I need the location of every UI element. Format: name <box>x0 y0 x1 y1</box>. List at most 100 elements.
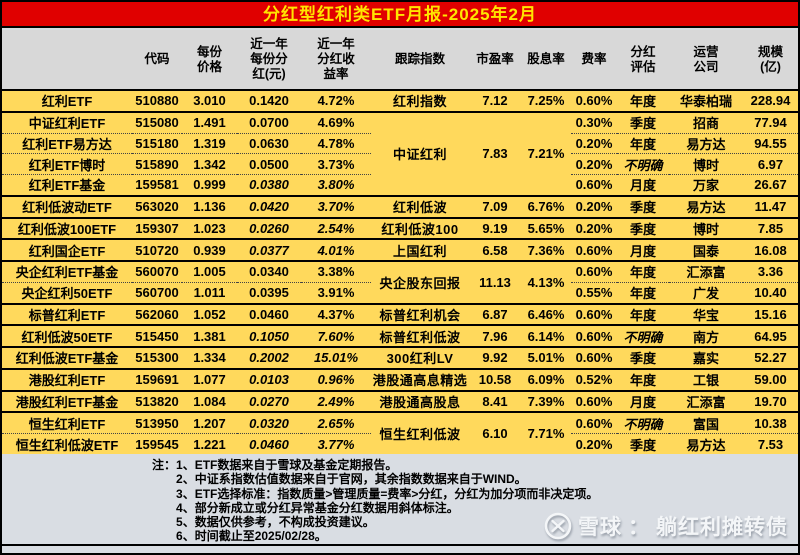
pe-ratio-cell: 9.19 <box>469 216 521 240</box>
scale-cell: 94.55 <box>743 132 798 154</box>
fee-cell: 0.60% <box>575 93 613 109</box>
company-cell: 博时 <box>669 153 743 175</box>
price-cell: 1.011 <box>182 281 237 304</box>
dividend-yield-cell: 5.01% <box>521 346 571 369</box>
fee-cell: 0.60% <box>571 411 617 434</box>
fee-cell: 0.20% <box>571 153 617 175</box>
code-cell: 560700 <box>132 281 182 304</box>
fee-cell: 0.60% <box>571 324 617 348</box>
price-cell: 3.010 <box>193 93 226 109</box>
col-header-11: 规模 (亿) <box>743 30 798 91</box>
col-header-8: 费率 <box>571 30 617 91</box>
col-header-0 <box>2 30 132 91</box>
etf-name-cell: 红利ETF博时 <box>2 153 132 175</box>
fee-cell: 0.52% <box>571 367 617 391</box>
note-line: 2、中证系指数估值数据来自于官网，其余指数数据来自于WIND。 <box>176 472 527 487</box>
price-cell: 1.381 <box>182 324 237 348</box>
yield-cell: 3.70% <box>301 194 371 218</box>
table-row: 港股红利ETF 159691 1.077 0.0103 0.96% 港股通高息精选 10.5… <box>2 367 798 391</box>
code-cell: 159581 <box>132 173 182 196</box>
company-cell: 易方达 <box>669 194 743 218</box>
code-cell: 515890 <box>132 153 182 175</box>
pe-ratio-cell: 7.09 <box>469 194 521 218</box>
yield-cell: 3.38% <box>301 260 371 283</box>
company-cell: 国泰 <box>669 238 743 262</box>
etf-name-cell: 红利ETF易方达 <box>2 132 132 154</box>
fee-cell: 0.20% <box>571 433 617 454</box>
dividend-eval-cell: 季度 <box>617 110 669 134</box>
code-cell: 510720 <box>132 238 182 262</box>
table-row: 红利低波100ETF 159307 1.023 0.0260 2.54% 红利低波100 9… <box>2 216 798 240</box>
etf-table: 代码 每份 价格 近一年 每份分 红(元) 近一年 分红收 益率 跟踪指数 市盈率 股息率费… <box>2 30 798 454</box>
bottom-strip <box>2 546 798 553</box>
pe-ratio-cell: 8.41 <box>469 389 521 413</box>
code-cell: 159691 <box>132 367 182 391</box>
price-cell: 1.005 <box>182 260 237 283</box>
price-cell: 1.342 <box>182 153 237 175</box>
table-body: 红利ETF 510880 3.010 0.1420 4.72% 红利指数 7.12 7.25%… <box>2 90 798 454</box>
code-cell: 513820 <box>132 389 182 413</box>
code-cell: 159307 <box>132 216 182 240</box>
tracked-index-cell: 港股通高股息 <box>371 389 469 413</box>
footnotes: 注： 1、ETF数据来自于雪球及基金定期报告。 2、中证系指数估值数据来自于官网，… <box>2 454 798 544</box>
etf-name-cell: 红利低波动ETF <box>2 194 132 218</box>
yield-cell: 2.65% <box>301 411 371 434</box>
scale-cell: 228.94 <box>750 93 791 109</box>
fee-cell: 0.60% <box>571 302 617 326</box>
dividend-cell: 0.1420 <box>249 93 289 109</box>
dividend-yield-cell: 6.76% <box>521 194 571 218</box>
fee-cell: 0.20% <box>571 216 617 240</box>
table-row: 红利低波ETF基金 515300 1.334 0.2002 15.01% 300红利LV 9… <box>2 346 798 369</box>
price-cell: 1.334 <box>182 346 237 369</box>
scale-cell: 10.38 <box>743 411 798 434</box>
dividend-eval-cell: 不明确 <box>617 411 669 434</box>
dividend-cell: 0.0320 <box>237 411 301 434</box>
etf-name-cell: 恒生红利低波ETF <box>2 433 132 454</box>
scale-cell: 77.94 <box>743 110 798 134</box>
col-header-10: 运营 公司 <box>669 30 743 91</box>
dividend-cell: 0.0103 <box>237 367 301 391</box>
yield-cell: 4.01% <box>301 238 371 262</box>
scale-cell: 59.00 <box>743 367 798 391</box>
yield-cell: 3.91% <box>301 281 371 304</box>
tracked-index-cell: 恒生红利低波 <box>371 411 469 454</box>
pe-ratio-cell: 7.83 <box>469 110 521 196</box>
fee-cell: 0.60% <box>571 260 617 283</box>
dividend-yield-cell: 7.36% <box>521 238 571 262</box>
footnotes-label: 注： <box>152 458 177 472</box>
yield-cell: 3.80% <box>301 173 371 196</box>
col-header-3: 近一年 每份分 红(元) <box>237 30 301 91</box>
company-cell: 广发 <box>669 281 743 304</box>
yield-cell: 2.49% <box>301 389 371 413</box>
table-row: 恒生红利低波ETF 159545 1.221 0.0460 3.77% 0.20% 季度 易方… <box>2 433 798 454</box>
dividend-eval-cell: 季度 <box>617 346 669 369</box>
etf-name-cell: 中证红利ETF <box>2 110 132 134</box>
etf-name-cell: 红利ETF <box>41 94 93 110</box>
company-cell: 富国 <box>669 411 743 434</box>
yield-cell: 0.96% <box>301 367 371 391</box>
yield-cell: 4.69% <box>301 110 371 134</box>
tracked-index-cell: 央企股东回报 <box>371 260 469 304</box>
dividend-cell: 0.0500 <box>237 153 301 175</box>
col-header-9: 分红 评估 <box>617 30 669 91</box>
footnotes-list: 1、ETF数据来自于雪球及基金定期报告。 2、中证系指数估值数据来自于官网，其余指… <box>176 458 598 544</box>
price-cell: 1.221 <box>182 433 237 454</box>
tracked-index-cell: 上国红利 <box>371 238 469 262</box>
dividend-cell: 0.1050 <box>237 324 301 348</box>
fee-cell: 0.60% <box>571 346 617 369</box>
scale-cell: 7.53 <box>743 433 798 454</box>
fee-cell: 0.30% <box>571 110 617 134</box>
col-header-1: 代码 <box>132 30 182 91</box>
dividend-eval-cell: 年度 <box>617 302 669 326</box>
table-row: 央企红利ETF基金 560070 1.005 0.0340 3.38% 央企股东回报 11.… <box>2 260 798 304</box>
dividend-cell: 0.2002 <box>237 346 301 369</box>
col-header-6: 市盈率 <box>469 30 521 91</box>
tracked-index-cell: 标普红利低波 <box>371 324 469 348</box>
dividend-cell: 0.0420 <box>237 194 301 218</box>
price-cell: 1.023 <box>182 216 237 240</box>
dividend-eval-cell: 季度 <box>617 194 669 218</box>
yield-cell: 4.37% <box>301 302 371 326</box>
tracked-index-cell: 中证红利 <box>371 110 469 196</box>
pe-ratio-cell: 7.96 <box>469 324 521 348</box>
